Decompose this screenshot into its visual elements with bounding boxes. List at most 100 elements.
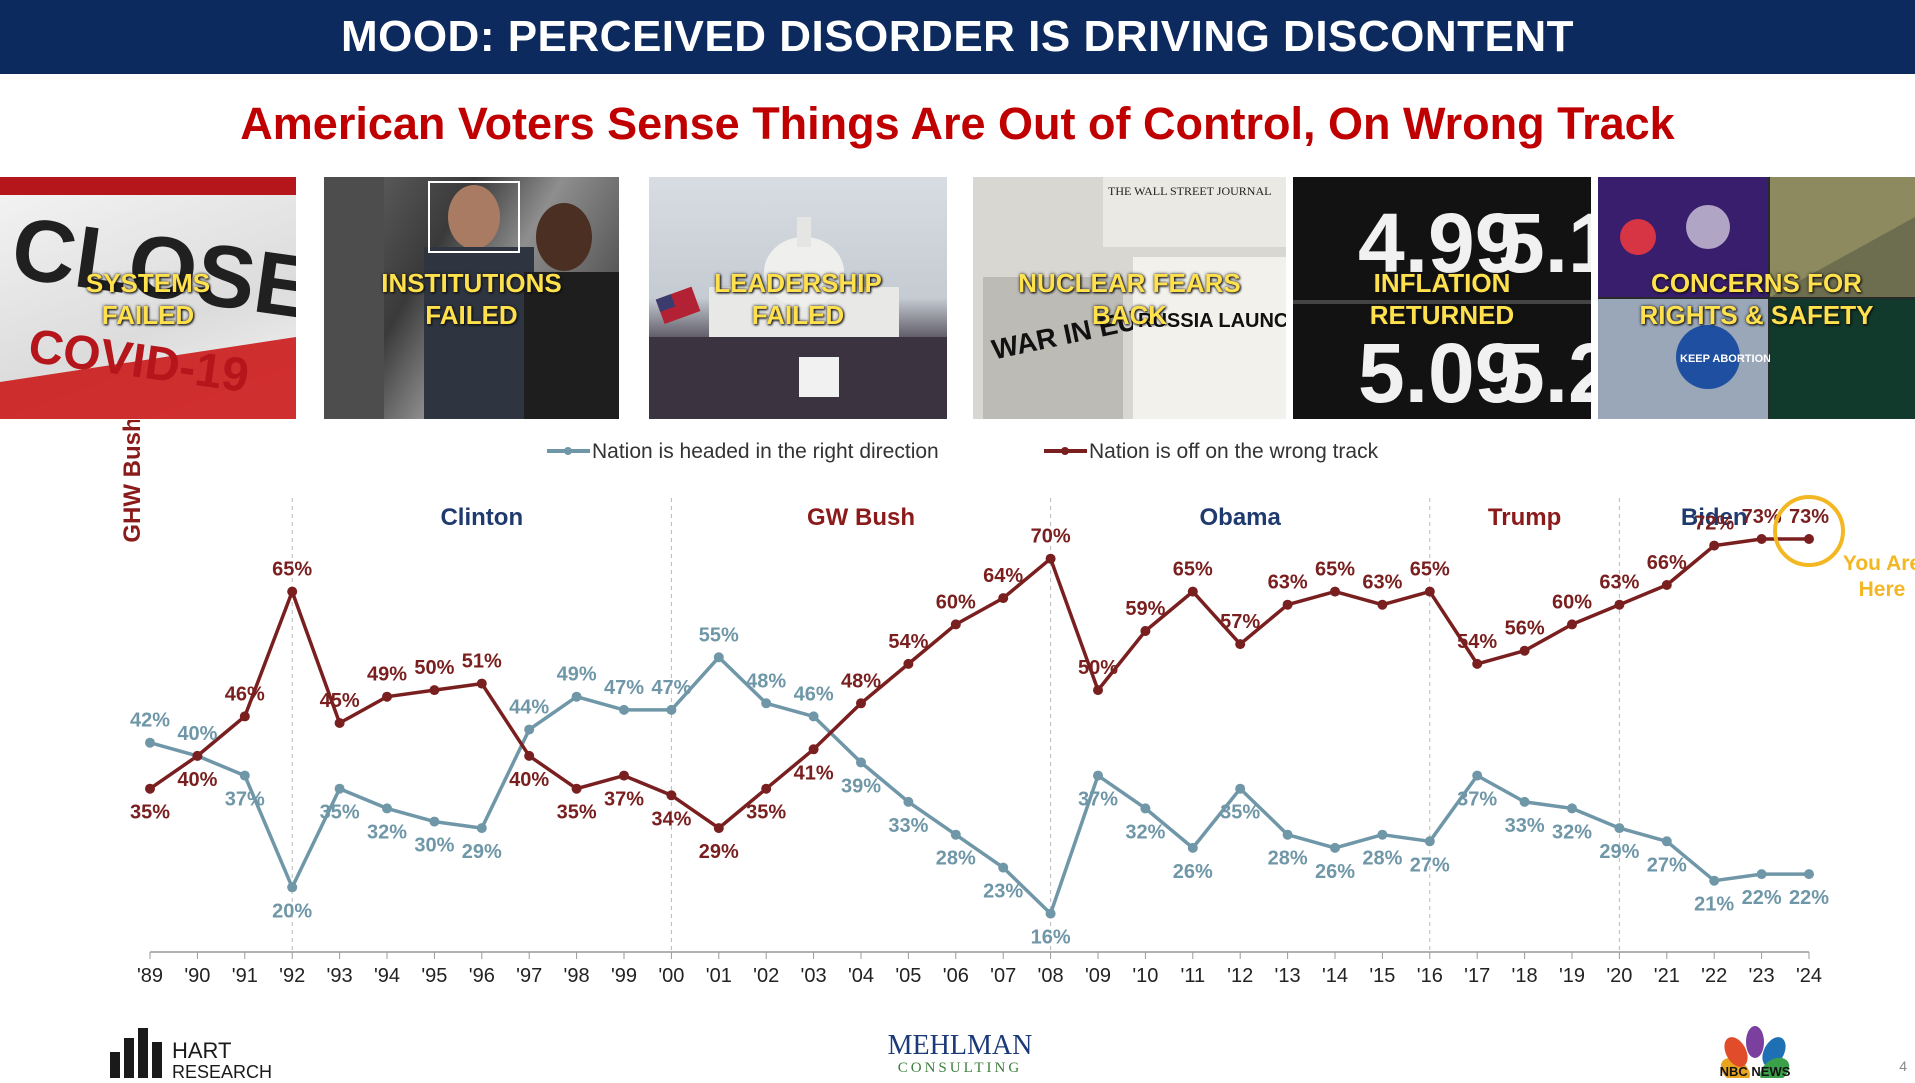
data-label-wrong-34: 73%: [1742, 506, 1782, 528]
data-label-wrong-13: 35%: [746, 802, 786, 824]
x-tick-label-12: '01: [706, 965, 732, 987]
x-tick-label-6: '95: [421, 965, 447, 987]
era-label-ghw-bush: GHW Bush: [119, 420, 146, 543]
point-right-17: [950, 829, 961, 840]
data-label-wrong-12: 29%: [699, 841, 739, 863]
x-tick-label-18: '07: [990, 965, 1016, 987]
data-label-right-22: 26%: [1173, 861, 1213, 883]
point-right-5: [382, 803, 392, 814]
data-label-wrong-14: 41%: [794, 762, 834, 784]
point-right-29: [1519, 796, 1530, 807]
x-tick-label-29: '18: [1512, 965, 1538, 987]
point-wrong-21: [1140, 626, 1151, 636]
point-wrong-13: [761, 783, 772, 794]
x-tick-label-23: '12: [1227, 965, 1253, 987]
photo-closed-covid: CLOSED COVID-19 SYSTEMS FAILED: [0, 177, 296, 419]
point-right-24: [1282, 829, 1293, 840]
data-label-wrong-31: 63%: [1599, 572, 1639, 594]
data-label-wrong-20: 50%: [1078, 657, 1118, 679]
x-tick-label-1: '90: [184, 965, 210, 987]
legend-wrong-label: Nation is off on the wrong track: [1089, 440, 1379, 463]
data-label-right-23: 35%: [1220, 802, 1260, 824]
data-label-wrong-32: 66%: [1647, 552, 1687, 574]
data-label-wrong-5: 49%: [367, 664, 407, 686]
x-tick-label-31: '20: [1606, 965, 1632, 987]
wsj-text: THE WALL STREET JOURNAL: [1108, 184, 1271, 198]
data-label-right-6: 30%: [414, 835, 454, 857]
data-label-wrong-24: 63%: [1268, 572, 1308, 594]
data-label-right-31: 29%: [1599, 841, 1639, 863]
point-right-10: [619, 704, 629, 715]
data-label-right-18: 23%: [983, 881, 1023, 903]
institutions-graphic: [324, 177, 619, 419]
hart-research-logo: HART RESEARCH: [108, 1022, 298, 1082]
russia-text: RUSSIA LAUNCHES UKRAINE ATTACK: [1138, 310, 1286, 332]
data-label-wrong-28: 54%: [1457, 631, 1497, 653]
point-right-26: [1377, 829, 1388, 840]
point-wrong-24: [1282, 599, 1293, 610]
price-4: 5.29: [1498, 326, 1591, 419]
data-label-right-19: 16%: [1031, 927, 1071, 949]
x-tick-label-15: '04: [848, 965, 874, 987]
trend-chart: Nation is headed in the right direction …: [119, 420, 1915, 987]
nbc-news-logo: NBC NEWS: [1710, 1020, 1800, 1083]
chart-legend: Nation is headed in the right direction …: [547, 440, 1379, 463]
era-label-trump: Trump: [1488, 504, 1561, 531]
point-wrong-31: [1614, 599, 1625, 610]
point-wrong-17: [950, 619, 961, 630]
price-3: 5.09: [1358, 326, 1522, 419]
data-label-wrong-35: 73%: [1789, 506, 1829, 528]
data-label-right-16: 33%: [888, 815, 928, 837]
series-line-wrong-track: [149, 537, 1809, 830]
point-wrong-8: [524, 750, 535, 761]
data-label-wrong-30: 60%: [1552, 591, 1592, 613]
point-wrong-1: [192, 750, 203, 761]
data-label-right-34: 22%: [1742, 887, 1782, 909]
x-tick-label-20: '09: [1085, 965, 1111, 987]
era-label-gw-bush: GW Bush: [807, 504, 915, 531]
point-wrong-26: [1377, 599, 1388, 610]
data-label-right-17: 28%: [936, 848, 976, 870]
data-label-right-25: 26%: [1315, 861, 1355, 883]
capitol-graphic: [649, 217, 947, 419]
x-tick-label-33: '22: [1701, 965, 1727, 987]
price-1: 4.99: [1358, 196, 1522, 290]
data-label-wrong-9: 35%: [557, 802, 597, 824]
era-label-biden: Biden: [1681, 504, 1748, 531]
you-are-here-circle: [1773, 495, 1845, 567]
x-tick-label-8: '97: [516, 965, 542, 987]
data-label-wrong-2: 46%: [225, 683, 265, 705]
point-wrong-34: [1756, 534, 1767, 544]
point-right-19: [1045, 908, 1056, 919]
legend-wrong-marker: [1061, 447, 1069, 455]
you-are-here-line1: You Are: [1843, 552, 1915, 575]
data-label-right-7: 29%: [462, 841, 502, 863]
point-right-30: [1567, 803, 1577, 814]
point-wrong-30: [1567, 619, 1577, 630]
point-right-20: [1093, 770, 1103, 781]
svg-text:NBC NEWS: NBC NEWS: [1720, 1064, 1791, 1078]
data-label-right-33: 21%: [1694, 894, 1734, 916]
data-label-right-28: 37%: [1457, 789, 1497, 811]
point-wrong-14: [808, 744, 819, 755]
data-label-wrong-18: 64%: [983, 565, 1023, 587]
point-wrong-20: [1093, 685, 1103, 696]
x-tick-label-10: '99: [611, 965, 637, 987]
svg-text:HART: HART: [172, 1038, 232, 1063]
point-wrong-6: [429, 685, 440, 696]
x-tick-label-3: '92: [279, 965, 305, 987]
data-label-wrong-29: 56%: [1505, 618, 1545, 640]
x-tick-label-9: '98: [564, 965, 590, 987]
point-right-9: [571, 691, 582, 702]
caption-leadership-failed: LEADERSHIP FAILED: [714, 268, 882, 330]
x-tick-label-2: '91: [232, 965, 258, 987]
x-tick-label-24: '13: [1275, 965, 1301, 987]
legend-right-label: Nation is headed in the right direction: [592, 440, 939, 463]
point-wrong-4: [334, 718, 345, 728]
data-label-wrong-17: 60%: [936, 591, 976, 613]
point-wrong-10: [619, 770, 629, 781]
header-banner: MOOD: PERCEIVED DISORDER IS DRIVING DISC…: [0, 0, 1915, 74]
point-right-31: [1614, 823, 1625, 834]
point-right-4: [334, 783, 345, 794]
data-label-right-20: 37%: [1078, 789, 1118, 811]
